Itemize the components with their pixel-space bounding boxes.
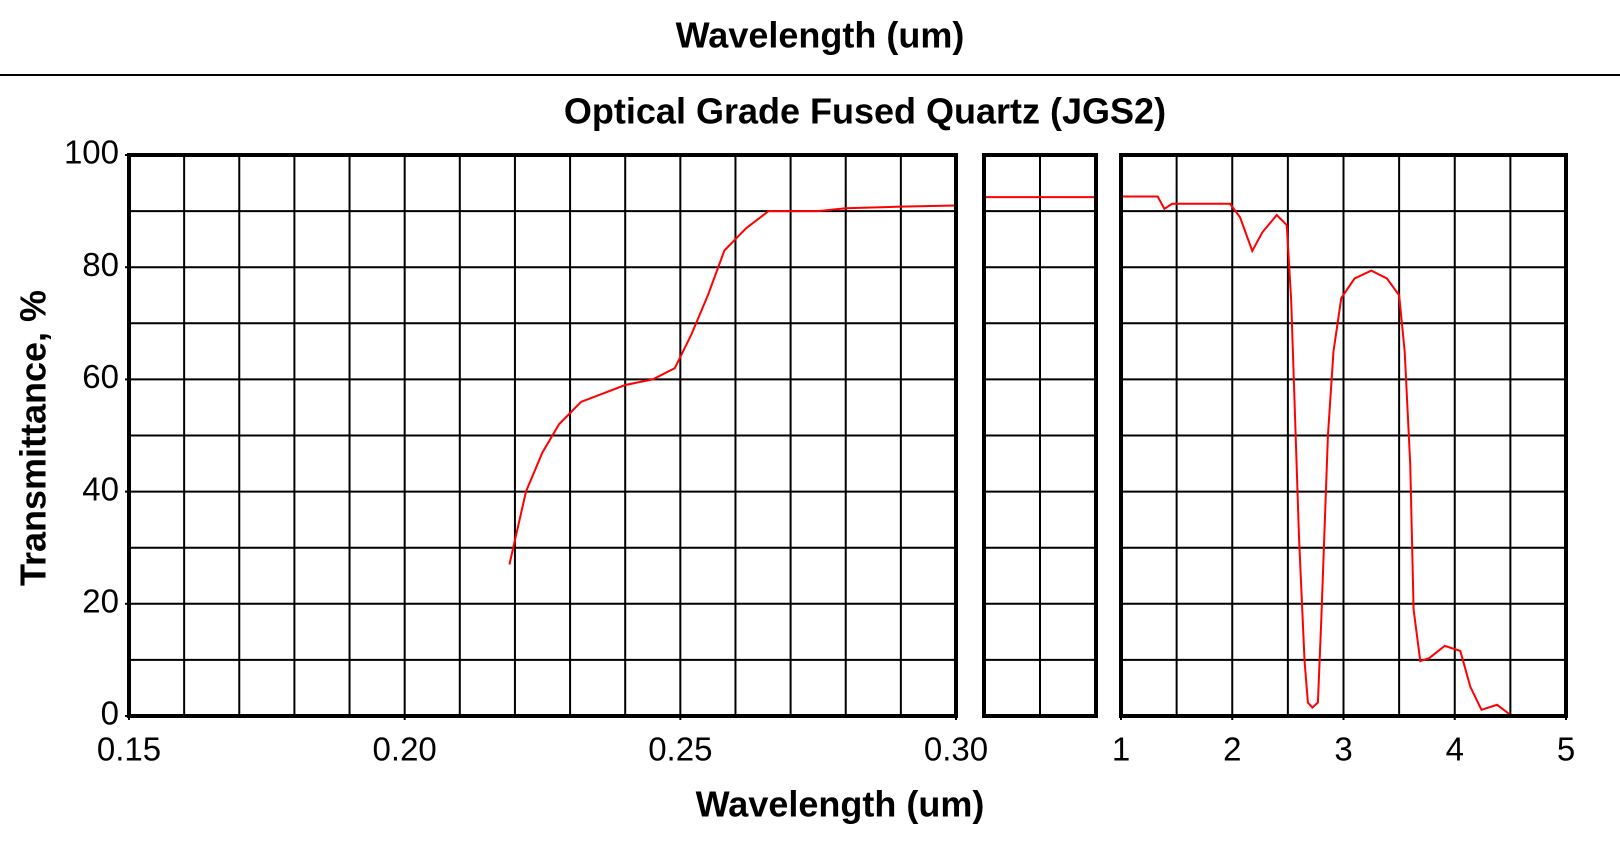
x-tick-label: 0.30 bbox=[924, 731, 988, 768]
y-tick-label: 20 bbox=[82, 583, 119, 620]
y-tick-label: 0 bbox=[101, 695, 119, 732]
data-line bbox=[508, 204, 957, 565]
y-tick-label: 40 bbox=[82, 470, 119, 507]
y-axis-label: Transmittance, % bbox=[13, 290, 54, 586]
x-tick-label: 3 bbox=[1334, 731, 1352, 768]
plot-frame bbox=[982, 153, 1098, 718]
data-line bbox=[1121, 195, 1511, 716]
plot-frame bbox=[1119, 153, 1568, 718]
x-tick-label: 1 bbox=[1112, 731, 1130, 768]
chart-title: Optical Grade Fused Quartz (JGS2) bbox=[564, 91, 1166, 132]
x-tick-label: 5 bbox=[1557, 731, 1575, 768]
x-tick-label: 0.20 bbox=[373, 731, 437, 768]
y-tick-label: 100 bbox=[64, 134, 119, 171]
y-tick-label: 60 bbox=[82, 358, 119, 395]
x-tick-label: 0.15 bbox=[97, 731, 161, 768]
header-title: Wavelength (um) bbox=[676, 15, 965, 56]
x-tick-label: 4 bbox=[1446, 731, 1464, 768]
y-tick-label: 80 bbox=[82, 246, 119, 283]
x-tick-label: 2 bbox=[1223, 731, 1241, 768]
x-tick-label: 0.25 bbox=[648, 731, 712, 768]
plot-frame bbox=[127, 153, 958, 718]
x-axis-label: Wavelength (um) bbox=[696, 784, 985, 825]
